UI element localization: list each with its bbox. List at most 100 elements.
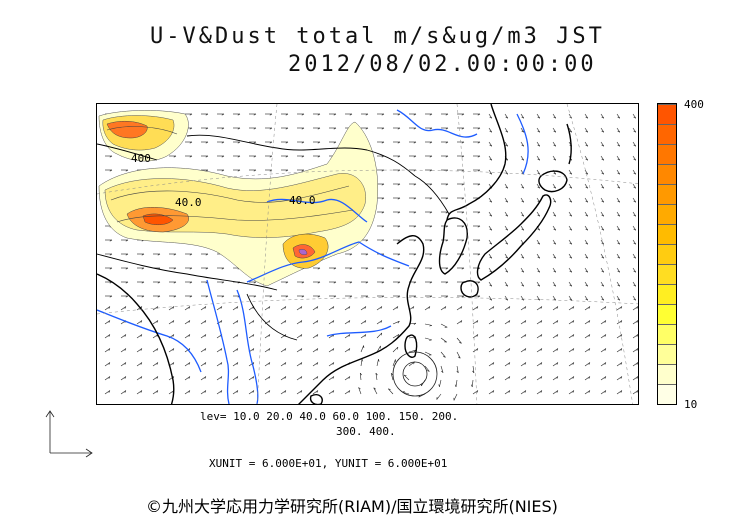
colorbar-segment — [658, 144, 676, 164]
wind-vector — [168, 306, 175, 311]
wind-vector-head — [505, 298, 508, 301]
wind-vector — [568, 267, 573, 273]
wind-vector — [280, 334, 287, 339]
wind-vector-head — [284, 376, 287, 379]
wind-vector-head — [633, 200, 636, 203]
wind-vector-head — [157, 281, 161, 284]
wind-vector-head — [633, 270, 636, 273]
wind-vector — [552, 348, 559, 353]
wind-vector — [616, 390, 623, 395]
dust-region-northwest-core — [106, 121, 148, 139]
map-svg: 400 40.0 40.0 — [97, 104, 638, 404]
wind-vector-head — [553, 284, 556, 287]
colorbar-segment — [658, 264, 676, 284]
wind-vector-head — [396, 346, 399, 350]
wind-vector-head — [505, 270, 508, 273]
reference-vector-arrows — [45, 410, 93, 458]
wind-vector-head — [301, 295, 305, 298]
wind-vector-head — [173, 155, 177, 158]
wind-vector-head — [124, 306, 127, 309]
wind-vector — [520, 253, 525, 259]
wind-vector — [616, 348, 623, 353]
wind-vector-head — [445, 281, 449, 284]
wind-vector-head — [601, 284, 604, 287]
coastlines — [97, 104, 572, 404]
wind-vector-head — [316, 306, 319, 309]
wind-vector — [632, 362, 638, 367]
wind-vector — [472, 390, 479, 395]
wind-vector-head — [521, 214, 524, 217]
wind-vector-head — [477, 169, 481, 172]
wind-vector — [536, 281, 541, 287]
wind-vector-head — [413, 225, 417, 228]
wind-vector-head — [492, 348, 495, 351]
border-kazakh — [97, 143, 158, 161]
wind-vector — [120, 306, 127, 311]
wind-vector-head — [505, 200, 508, 203]
wind-vector — [584, 362, 591, 367]
wind-vector-head — [173, 267, 177, 270]
wind-vector — [552, 197, 557, 203]
wind-vector — [388, 388, 394, 395]
wind-vector — [568, 127, 573, 133]
wind-vector-head — [429, 211, 433, 214]
wind-vector — [296, 306, 303, 311]
wind-vector-head — [601, 298, 604, 301]
india-coast — [97, 273, 175, 404]
wind-vector — [312, 320, 319, 325]
wind-vector-head — [358, 387, 361, 390]
wind-vector-head — [285, 113, 289, 116]
wind-vector-head — [125, 239, 129, 242]
wind-vector-head — [349, 113, 353, 116]
wind-vector — [328, 306, 335, 311]
wind-vector — [568, 348, 575, 353]
wind-vector — [504, 239, 509, 245]
wind-vector — [584, 169, 589, 175]
wind-vector-head — [125, 267, 129, 270]
wind-vector-head — [333, 127, 337, 130]
wind-vector — [264, 376, 271, 381]
wind-vector-head — [505, 186, 508, 189]
wind-vector-head — [521, 200, 524, 203]
wind-vector — [312, 348, 319, 353]
wind-vector-head — [617, 270, 620, 273]
wind-vector-head — [429, 253, 433, 256]
wind-vector — [536, 376, 543, 381]
wind-vector-head — [569, 242, 572, 245]
wind-vector-head — [429, 155, 433, 158]
wind-vector-head — [364, 334, 367, 337]
wind-vector — [488, 253, 493, 259]
wind-vector — [568, 197, 573, 203]
wind-vector — [504, 225, 509, 231]
wind-vector-head — [205, 267, 209, 270]
wind-vector — [632, 211, 637, 217]
wind-vector — [232, 320, 239, 325]
wind-vector-head — [317, 127, 321, 130]
wind-vector-head — [553, 298, 556, 301]
wind-vector — [152, 306, 159, 311]
graticule-lat-2 — [97, 297, 638, 315]
wind-vector — [536, 362, 543, 367]
wind-vector-head — [221, 281, 225, 284]
wind-vector — [584, 295, 589, 301]
wind-vector — [520, 362, 527, 367]
wind-vector — [552, 376, 559, 381]
wind-vector-head — [316, 376, 319, 379]
wind-vector-head — [617, 186, 620, 189]
wind-vector-head — [508, 306, 511, 309]
wind-vector-head — [349, 267, 353, 270]
wind-vector-head — [413, 155, 417, 158]
wind-vector — [440, 351, 446, 358]
colorbar-segment — [658, 184, 676, 204]
wind-vector — [344, 334, 351, 339]
wind-vector-head — [204, 334, 207, 337]
wind-vector-head — [172, 334, 175, 337]
river-yangtze — [246, 241, 410, 283]
wind-vector-head — [205, 113, 209, 116]
wind-vector-head — [429, 325, 432, 327]
wind-vector-head — [380, 306, 383, 309]
wind-vector-head — [617, 228, 620, 231]
wind-vector-head — [109, 155, 113, 158]
wind-vector-head — [604, 390, 607, 393]
wind-vector-head — [540, 390, 543, 393]
